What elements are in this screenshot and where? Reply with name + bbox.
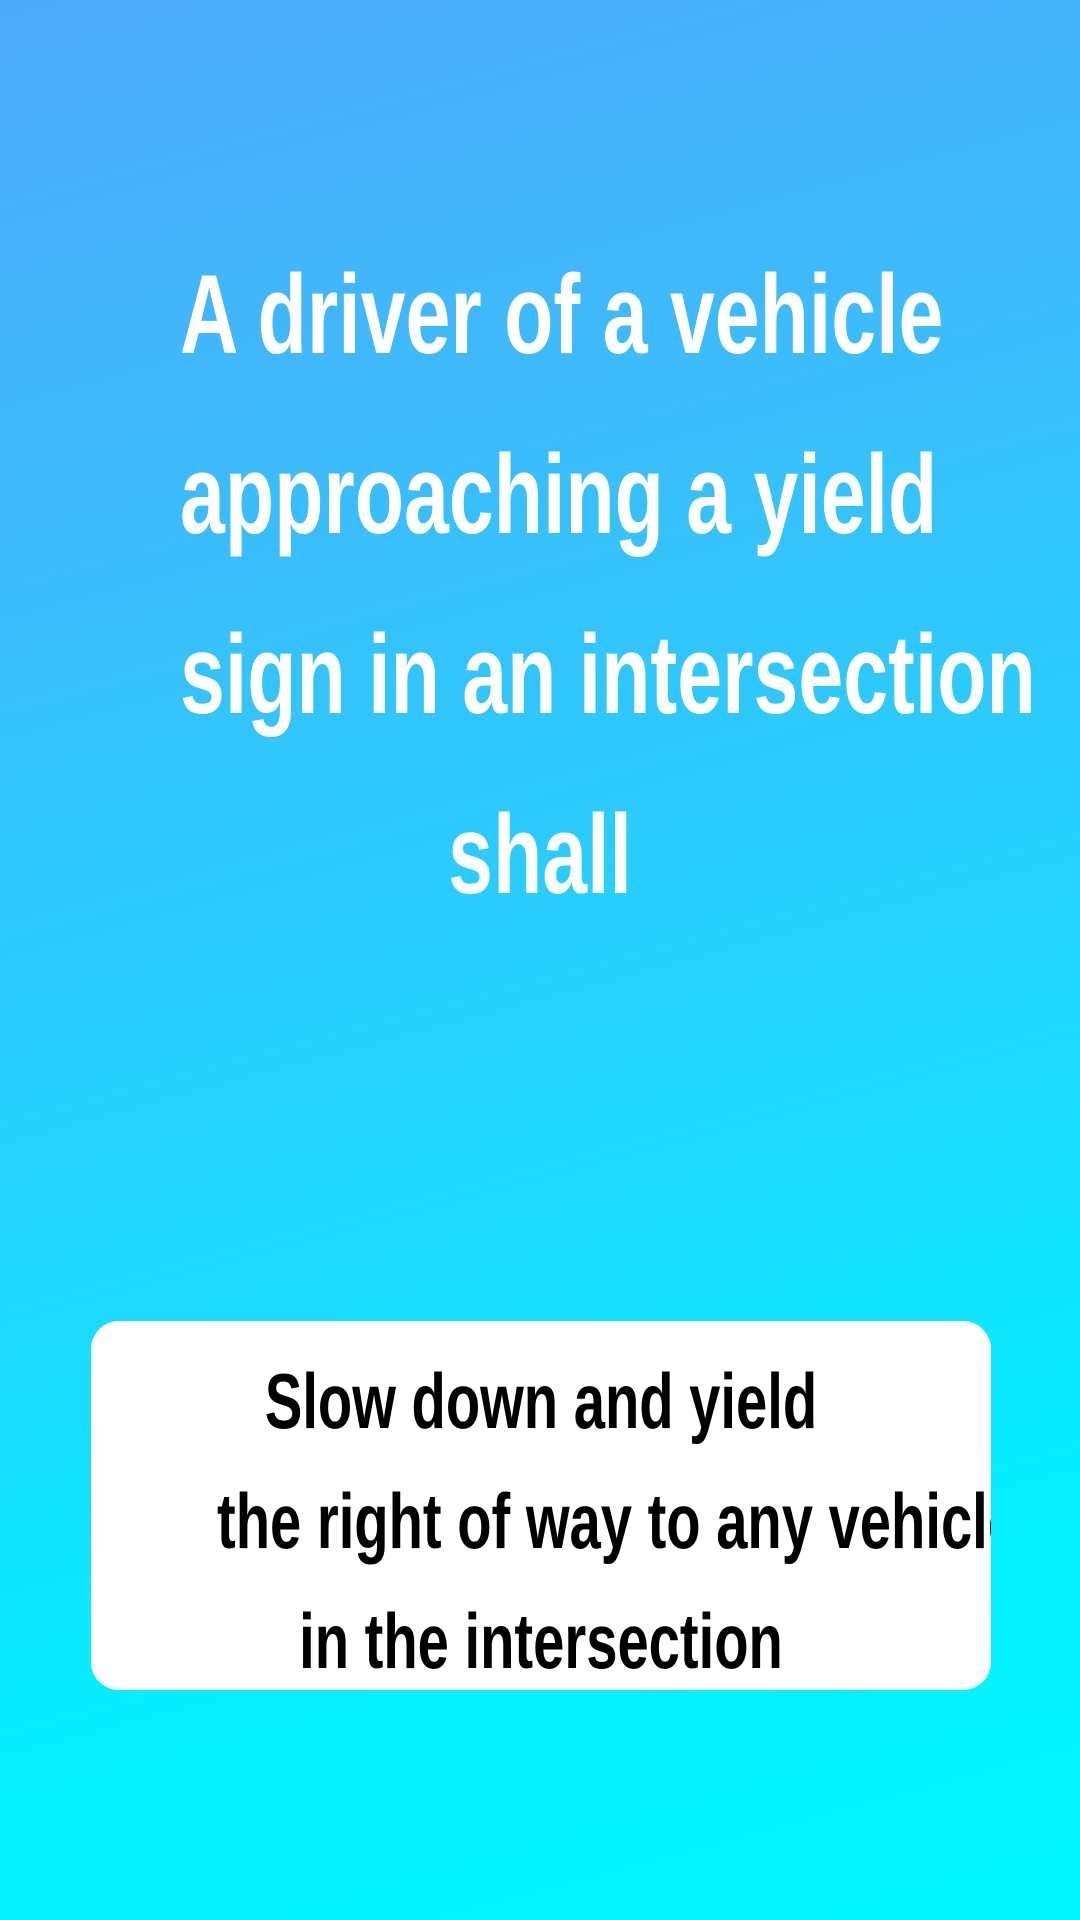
answer-text: Slow down and yield the right of way to … xyxy=(217,1341,991,1690)
question-text: A driver of a vehicle approaching a yiel… xyxy=(180,225,1036,945)
answer-card: Slow down and yield the right of way to … xyxy=(91,1321,991,1690)
answer-line: Slow down and yield xyxy=(264,1357,818,1445)
answer-line: the right of way to any vehicle xyxy=(217,1477,991,1565)
question-line: A driver of a vehicle xyxy=(180,252,944,377)
answer-line: in the intersection xyxy=(299,1597,783,1685)
question-line: approaching a yield xyxy=(180,432,938,557)
question-line: sign in an intersection xyxy=(180,612,1036,737)
question-line: shall xyxy=(448,792,632,917)
